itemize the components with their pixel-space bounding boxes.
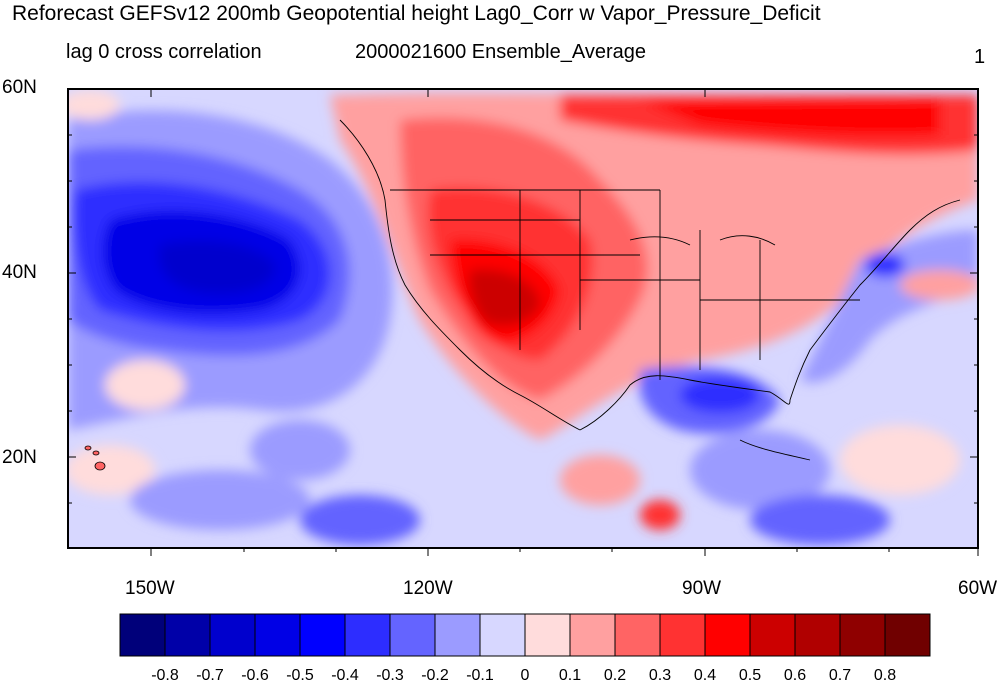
colorbar-box (434, 613, 481, 657)
coastlines (339, 119, 961, 461)
colorbar-box (704, 613, 751, 657)
hawaii-islands (84, 445, 106, 471)
lon-label-150w: 150W (125, 578, 175, 599)
colorbar-box (254, 613, 301, 657)
colorbar-box (164, 613, 211, 657)
colorbar-tick-label: -0.5 (286, 667, 314, 682)
colorbar-tick-label: 0.8 (874, 667, 896, 682)
colorbar-box (569, 613, 616, 657)
colorbar-tick-label: 0.5 (739, 667, 761, 682)
map-field (68, 89, 978, 548)
axis-ticks (68, 88, 979, 556)
colorbar-box (524, 613, 571, 657)
colorbar-tick-label: 0 (521, 667, 530, 682)
left-subtitle: lag 0 cross correlation (66, 41, 262, 63)
colorbar-tick-label: -0.6 (241, 667, 269, 682)
colorbar-box (794, 613, 841, 657)
colorbar-tick-label: 0.7 (829, 667, 851, 682)
lat-label-20n: 20N (2, 447, 37, 468)
colorbar-box (119, 613, 166, 657)
colorbar-tick-label: 0.4 (694, 667, 716, 682)
colorbar-box (659, 613, 706, 657)
colorbar-box (389, 613, 436, 657)
colorbar-tick-label: -0.4 (331, 667, 359, 682)
colorbar-tick-label: -0.7 (196, 667, 224, 682)
colorbar-box (344, 613, 391, 657)
lon-label-120w: 120W (403, 578, 453, 599)
center-subtitle: 2000021600 Ensemble_Average (355, 41, 646, 63)
chart-title: Reforecast GEFSv12 200mb Geopotential he… (12, 2, 821, 25)
lon-label-60w: 60W (958, 578, 998, 599)
lat-label-60n: 60N (2, 77, 37, 98)
colorbar-tick-label: -0.1 (466, 667, 494, 682)
colorbar-tick-label: 0.2 (604, 667, 626, 682)
colorbar-box (479, 613, 526, 657)
colorbar-box (839, 613, 886, 657)
colorbar-box (299, 613, 346, 657)
colorbar-tick-label: 0.3 (649, 667, 671, 682)
colorbar-tick-label: -0.3 (376, 667, 404, 682)
colorbar-tick-label: -0.8 (151, 667, 179, 682)
colorbar-tick-label: -0.2 (421, 667, 449, 682)
correlation-map (67, 88, 979, 556)
lon-label-90w: 90W (682, 578, 722, 599)
colorbar-tick-label: 0.6 (784, 667, 806, 682)
colorbar-box (749, 613, 796, 657)
lat-label-40n: 40N (2, 262, 37, 283)
colorbar-box (209, 613, 256, 657)
colorbar-box (614, 613, 661, 657)
right-subtitle: 1 (974, 46, 986, 68)
colorbar-tick-label: 0.1 (559, 667, 581, 682)
colorbar-box (884, 613, 931, 657)
